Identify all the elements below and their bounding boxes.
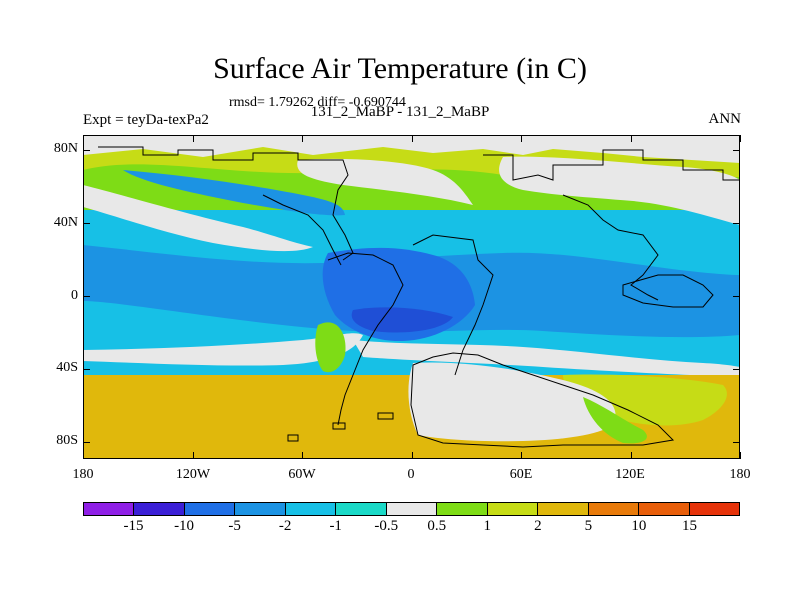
colorbar-swatch <box>639 503 690 515</box>
x-tick-label: 120W <box>175 467 211 482</box>
colorbar-swatch <box>84 503 135 515</box>
colorbar-label: 10 <box>631 518 647 534</box>
axis-tick <box>193 452 194 459</box>
experiment-label: Expt = teyDa-texPa2 <box>83 112 209 128</box>
x-tick-label: 180 <box>72 467 94 482</box>
axis-tick <box>83 150 90 151</box>
axis-tick <box>631 452 632 459</box>
y-tick-label: 40S <box>56 360 78 375</box>
x-tick-label: 180 <box>729 467 751 482</box>
colorbar-swatch <box>134 503 185 515</box>
field-south-green <box>315 322 346 373</box>
axis-tick <box>302 452 303 459</box>
field-south-white2 <box>353 340 740 377</box>
colorbar-swatch <box>336 503 387 515</box>
colorbar-swatch <box>437 503 488 515</box>
coast-eurasia <box>483 149 740 181</box>
axis-tick <box>733 442 740 443</box>
axis-tick <box>733 369 740 370</box>
axis-tick <box>302 135 303 142</box>
axis-tick <box>83 223 90 224</box>
colorbar-label: -15 <box>123 518 144 534</box>
coast-north-america <box>98 146 354 261</box>
coast-south-america <box>327 252 404 426</box>
coast-antarctica <box>410 352 675 448</box>
axis-tick <box>83 452 84 459</box>
y-tick-label: 0 <box>71 288 78 303</box>
field-arctic-white <box>83 135 740 163</box>
y-tick-label: 80N <box>53 141 78 156</box>
x-tick-label: 60W <box>288 467 316 482</box>
y-tick-label: 40N <box>53 215 78 230</box>
coast-islands <box>287 412 394 442</box>
colorbar-label: 5 <box>584 518 593 534</box>
axis-tick <box>521 135 522 142</box>
axis-tick <box>193 135 194 142</box>
coastlines <box>98 146 740 448</box>
coast-asia-south <box>562 194 659 301</box>
colorbar-label: -1 <box>329 518 342 534</box>
y-tick-label: 80S <box>56 433 78 448</box>
field-midlat-white <box>83 185 313 252</box>
axis-tick <box>83 135 84 142</box>
coast-central-america <box>262 194 342 266</box>
field-south-edge-orange <box>83 447 740 459</box>
axis-tick <box>412 452 413 459</box>
field-namerica-white <box>297 158 473 205</box>
field-midlat-cyan <box>123 170 345 216</box>
colorbar-swatch <box>386 503 438 515</box>
colorbar-swatch <box>235 503 286 515</box>
axis-tick <box>83 369 90 370</box>
x-tick-label: 0 <box>407 467 415 482</box>
axis-tick <box>631 135 632 142</box>
x-tick-label: 120E <box>615 467 645 482</box>
season-label: ANN <box>708 111 742 127</box>
colorbar <box>83 502 740 516</box>
coast-australia <box>622 274 714 308</box>
colorbar-swatch <box>538 503 589 515</box>
field-eurasia-white <box>499 156 740 225</box>
colorbar-swatch <box>184 503 236 515</box>
field-antarctica-white <box>408 362 616 442</box>
colorbar-label: 0.5 <box>427 518 447 534</box>
axis-tick <box>733 296 740 297</box>
coast-africa <box>412 234 494 376</box>
colorbar-swatch <box>487 503 539 515</box>
axis-tick <box>521 452 522 459</box>
axis-tick <box>83 442 90 443</box>
colorbar-swatch <box>285 503 337 515</box>
colorbar-swatch <box>689 503 740 515</box>
colorbar-label: -10 <box>174 518 195 534</box>
stats-line: rmsd= 1.79262 diff= -0.690744 <box>229 95 406 110</box>
field-south-white <box>83 333 363 366</box>
colorbar-label: -2 <box>278 518 292 534</box>
map-title: Surface Air Temperature (in C) <box>213 52 587 85</box>
temperature-map <box>83 135 740 459</box>
axis-tick <box>733 150 740 151</box>
colorbar-swatch <box>588 503 640 515</box>
x-tick-label: 60E <box>509 467 533 482</box>
axis-tick <box>733 223 740 224</box>
colorbar-label: 1 <box>483 518 492 534</box>
axis-tick <box>740 452 741 459</box>
axis-tick <box>83 296 90 297</box>
colorbar-label: 2 <box>534 518 542 534</box>
axis-tick <box>740 135 741 142</box>
colorbar-label: -5 <box>228 518 241 534</box>
axis-tick <box>412 135 413 142</box>
case-names: 131_2_MaBP - 131_2_MaBP <box>310 104 490 120</box>
colorbar-label: -0.5 <box>374 518 399 534</box>
field-antarctica-green <box>583 397 647 444</box>
colorbar-label: 15 <box>681 518 697 534</box>
